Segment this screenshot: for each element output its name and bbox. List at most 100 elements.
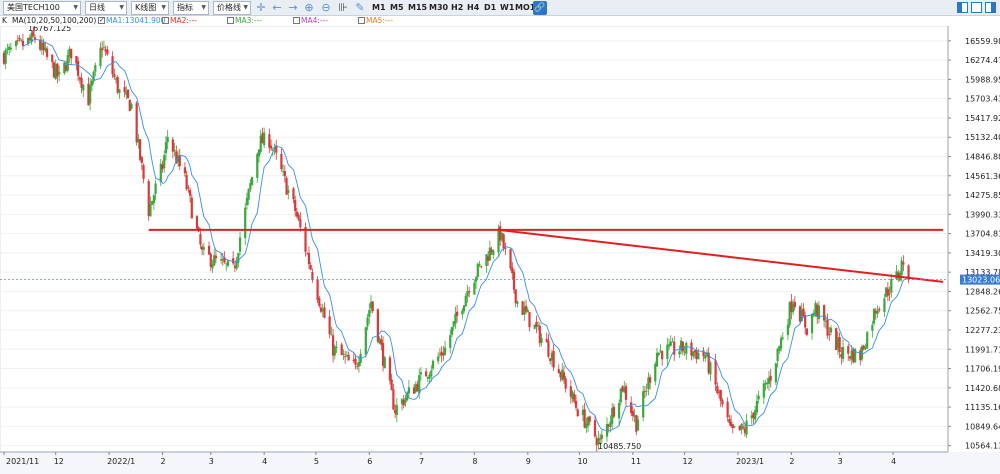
- candle-body: [76, 60, 80, 77]
- candle-body: [440, 351, 443, 356]
- candle-body: [438, 354, 442, 356]
- candle-body: [742, 426, 745, 428]
- candle-body: [561, 369, 564, 380]
- y-tick-label: 10564.13: [965, 442, 1000, 451]
- ma4-toggle[interactable]: MA4:---: [293, 16, 328, 26]
- y-tick-label: 15132.40: [965, 133, 1000, 142]
- candle-body: [533, 324, 536, 329]
- candle-body: [487, 256, 490, 261]
- forward-arrow-icon[interactable]: →: [288, 1, 298, 14]
- candle-body: [285, 177, 288, 195]
- candle-body: [862, 345, 865, 350]
- candle-body: [719, 390, 722, 401]
- timeframe-h2[interactable]: H2: [451, 3, 464, 12]
- y-tick-label: 13419.30: [965, 249, 1000, 258]
- indicator-select[interactable]: 指标 ▼: [173, 1, 209, 15]
- price-axis[interactable]: 16559.98 16274.47 15988.95 15703.43 15417.92…: [947, 26, 1000, 452]
- candle-body: [27, 37, 30, 44]
- candle-body: [564, 378, 567, 389]
- candle-body: [280, 153, 283, 170]
- candle-body: [473, 282, 476, 295]
- grid: [0, 26, 949, 453]
- candle-body: [323, 307, 326, 318]
- chart-type-select[interactable]: K线图 ▼: [131, 1, 169, 15]
- x-tick-label: 4: [891, 457, 896, 466]
- ma5-toggle[interactable]: MA5:---: [358, 16, 393, 26]
- ma3-toggle[interactable]: MA3:---: [227, 16, 262, 26]
- x-tick-label: 3: [838, 457, 843, 466]
- candle-body: [118, 89, 121, 94]
- y-tick-label: 15988.95: [965, 75, 1000, 84]
- zoom-out-icon[interactable]: ⊖: [321, 1, 331, 14]
- period-select[interactable]: 日线 ▼: [85, 1, 127, 15]
- candle-body: [766, 382, 769, 385]
- window-icon[interactable]: [971, 2, 982, 13]
- timeframe-mo1[interactable]: MO1: [515, 3, 536, 12]
- candle-body: [805, 328, 808, 335]
- candle-body: [609, 421, 612, 428]
- candle-body: [786, 324, 790, 335]
- candle-body: [201, 246, 204, 250]
- candle-body: [425, 371, 428, 377]
- ma1-toggle[interactable]: MA1:13041.900: [98, 15, 165, 26]
- crosshair-icon[interactable]: ✛: [256, 1, 266, 14]
- candle-body: [738, 425, 741, 430]
- candle-body: [419, 372, 423, 375]
- candle-body: [219, 259, 223, 261]
- timeframe-m15[interactable]: M15: [408, 3, 428, 12]
- candle-body: [99, 47, 102, 67]
- candle-body: [683, 351, 686, 353]
- candle-body: [588, 416, 591, 422]
- split-left-icon[interactable]: [957, 2, 968, 13]
- candle-body: [490, 249, 493, 253]
- candle-body: [502, 234, 505, 249]
- candle-body: [709, 362, 712, 375]
- candle-body: [745, 420, 748, 435]
- zoom-in-icon[interactable]: ⊕: [304, 1, 314, 14]
- candle-body: [380, 339, 383, 345]
- candle-body: [244, 207, 247, 239]
- x-tick-label: 2: [789, 457, 794, 466]
- current-price-tag: [960, 274, 1000, 285]
- link-icon[interactable]: 🔗: [533, 1, 547, 15]
- candle-body: [102, 47, 106, 49]
- timeframe-d1[interactable]: D1: [484, 3, 497, 12]
- time-axis[interactable]: 2021/11 12 2022/1 2 3 4 5 6 7 8 9 10 11 12 2023/1 2 3 4: [0, 451, 1000, 474]
- candle-body: [876, 310, 879, 314]
- chevron-down-icon: ▼: [73, 4, 78, 11]
- x-tick-label: 2: [161, 457, 166, 466]
- candle-body: [528, 312, 531, 328]
- symbol-select[interactable]: 美国TECH100 ▼: [3, 1, 81, 15]
- candle-body: [14, 41, 18, 47]
- ma2-toggle[interactable]: MA2:---: [162, 16, 197, 26]
- timeframe-m30[interactable]: M30: [429, 3, 449, 12]
- timeframe-m1[interactable]: M1: [372, 3, 386, 12]
- candle-body: [356, 366, 359, 367]
- timeframe-h4[interactable]: H4: [467, 3, 480, 12]
- bar-spacing-icon[interactable]: ⊪: [338, 1, 348, 14]
- chevron-down-icon: ▼: [243, 4, 248, 11]
- candle-body: [245, 197, 249, 206]
- candle-body: [6, 48, 9, 50]
- pencil-icon[interactable]: ✎: [355, 1, 365, 14]
- candle-body: [345, 355, 348, 356]
- split-right-icon[interactable]: [985, 2, 996, 13]
- price-chart[interactable]: 16559.98 16274.47 15988.95 15703.43 15417.92…: [0, 26, 1000, 474]
- checkbox-icon: [358, 17, 365, 24]
- candle-body: [299, 219, 302, 228]
- timeframe-w1[interactable]: W1: [500, 3, 515, 12]
- price-line-select[interactable]: 价格线 ▼: [213, 1, 251, 15]
- candle-body: [468, 291, 471, 293]
- candle-body: [649, 377, 652, 383]
- candle-body: [318, 297, 321, 306]
- candle-body: [464, 296, 467, 307]
- candle-body: [538, 325, 541, 344]
- back-arrow-icon[interactable]: ←: [272, 1, 282, 14]
- candle-body: [263, 132, 266, 145]
- plot-area: [0, 26, 949, 453]
- timeframe-m5[interactable]: M5: [390, 3, 404, 12]
- candle-body: [550, 352, 553, 361]
- trendlines[interactable]: [148, 228, 944, 283]
- candle-body: [836, 337, 840, 349]
- candle-body: [111, 56, 114, 75]
